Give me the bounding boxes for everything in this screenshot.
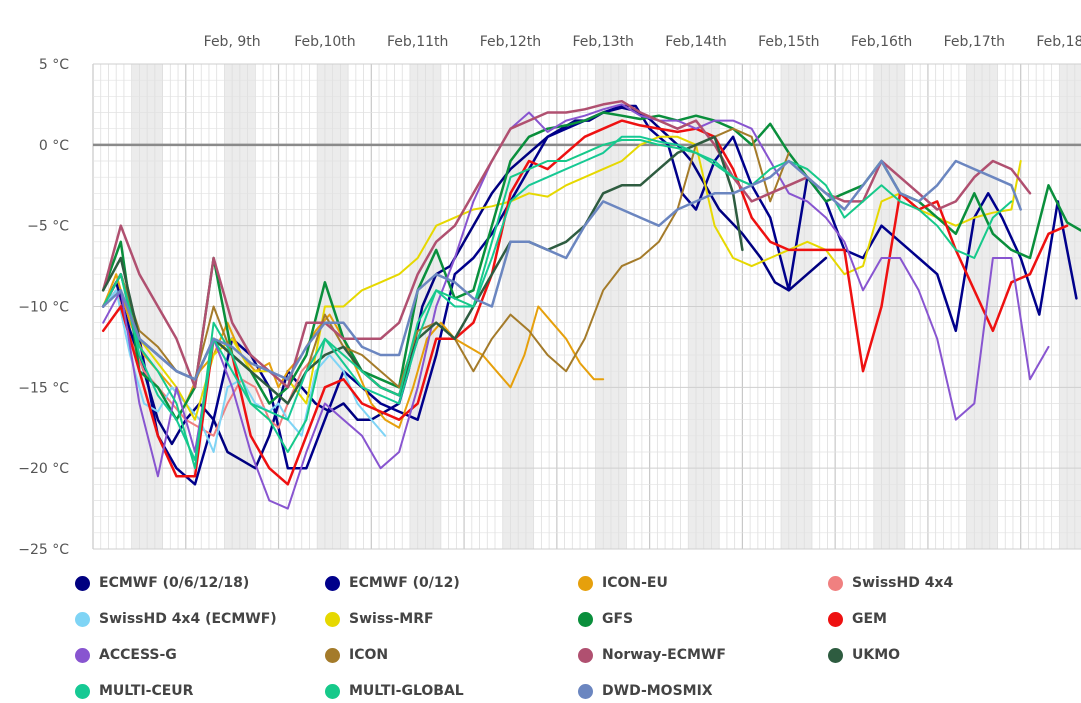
legend-swatch-icon (828, 611, 843, 627)
y-tick-label-4: −15 °C (18, 380, 69, 396)
y-axis-labels: 5 °C 0 °C −5 °C −10 °C −15 °C −20 °C −25 °C (18, 57, 69, 558)
y-tick-label-3: −10 °C (18, 300, 69, 316)
legend-label: UKMO (852, 647, 901, 663)
legend-item-icon-eu[interactable]: ICON-EU (578, 571, 668, 595)
series-lines (101, 99, 1081, 510)
legend-item-multi-ceur[interactable]: MULTI-CEUR (75, 679, 193, 703)
legend-label: ICON (349, 647, 389, 663)
series-line-multi-global (102, 139, 1013, 470)
legend-item-ecmwf-0-6-12-18[interactable]: ECMWF (0/6/12/18) (75, 571, 249, 595)
legend-swatch-icon (325, 683, 340, 699)
series-line-swisshd-4x4 (102, 289, 317, 437)
legend-item-swisshd-4x4-ecmwf[interactable]: SwissHD 4x4 (ECMWF) (75, 607, 277, 631)
legend-swatch-icon (828, 647, 843, 663)
forecast-chart: 5 °C 0 °C −5 °C −10 °C −15 °C −20 °C −25 °C Fe… (18, 34, 1081, 558)
legend-item-dwd-mosmix[interactable]: DWD-MOSMIX (578, 679, 713, 703)
legend-item-ecmwf-0-12[interactable]: ECMWF (0/12) (325, 571, 460, 595)
legend-swatch-icon (75, 575, 90, 591)
legend-swatch-icon (75, 611, 90, 627)
date-label-2: Feb,11th (387, 34, 448, 50)
legend-label: SwissHD 4x4 (ECMWF) (99, 611, 277, 627)
legend-swatch-icon (325, 647, 340, 663)
legend-swatch-icon (325, 611, 340, 627)
legend-item-norway-ecmwf[interactable]: Norway-ECMWF (578, 643, 726, 667)
legend-item-gfs[interactable]: GFS (578, 607, 633, 631)
legend: ECMWF (0/6/12/18) ECMWF (0/12) ICON-EU Swis… (0, 566, 1081, 703)
y-tick-label-1: 0 °C (39, 138, 69, 154)
y-tick-label-6: −25 °C (18, 542, 69, 558)
legend-swatch-icon (325, 575, 340, 591)
date-labels: Feb, 9th Feb,10th Feb,11th Feb,12th Feb,13th… (204, 34, 1081, 50)
date-label-0: Feb, 9th (204, 34, 261, 50)
legend-swatch-icon (75, 683, 90, 699)
legend-swatch-icon (578, 575, 593, 591)
chart-svg: 5 °C 0 °C −5 °C −10 °C −15 °C −20 °C −25 °C Fe… (18, 34, 1081, 558)
legend-label: SwissHD 4x4 (852, 575, 954, 591)
series-line-swiss-mrf (102, 135, 1022, 421)
legend-label: ECMWF (0/12) (349, 575, 460, 591)
date-label-8: Feb,17th (944, 34, 1005, 50)
legend-swatch-icon (75, 647, 90, 663)
series-line-dwd-mosmix (101, 159, 1022, 381)
series-line-multi-ceur (102, 135, 753, 462)
legend-item-swisshd-4x4[interactable]: SwissHD 4x4 (828, 571, 953, 595)
y-tick-label-5: −20 °C (18, 461, 69, 477)
legend-item-access-g[interactable]: ACCESS-G (75, 643, 177, 667)
date-label-3: Feb,12th (480, 34, 541, 50)
legend-swatch-icon (578, 611, 593, 627)
legend-label: DWD-MOSMIX (602, 683, 713, 699)
legend-label: MULTI-CEUR (99, 683, 194, 699)
legend-label: GEM (852, 611, 887, 627)
legend-label: ACCESS-G (99, 647, 177, 663)
legend-label: Norway-ECMWF (602, 647, 726, 663)
date-label-1: Feb,10th (294, 34, 355, 50)
date-label-4: Feb,13th (573, 34, 634, 50)
date-label-5: Feb,14th (665, 34, 726, 50)
legend-label: ECMWF (0/6/12/18) (99, 575, 250, 591)
legend-swatch-icon (578, 647, 593, 663)
legend-label: ICON-EU (602, 575, 668, 591)
series-line-norway-ecmwf (101, 99, 1032, 389)
legend-item-icon[interactable]: ICON (325, 643, 388, 667)
legend-item-gem[interactable]: GEM (828, 607, 887, 631)
legend-item-swiss-mrf[interactable]: Swiss-MRF (325, 607, 434, 631)
legend-label: GFS (602, 611, 634, 627)
date-label-7: Feb,16th (851, 34, 912, 50)
legend-label: MULTI-GLOBAL (349, 683, 464, 699)
date-label-6: Feb,15th (758, 34, 819, 50)
legend-swatch-icon (828, 575, 843, 591)
y-tick-label-2: −5 °C (27, 219, 69, 235)
date-label-9: Feb,18th (1036, 34, 1081, 50)
series-line-gem (101, 119, 1069, 486)
legend-item-ukmo[interactable]: UKMO (828, 643, 900, 667)
series-line-access-g (102, 103, 1050, 510)
y-tick-label-0: 5 °C (39, 57, 69, 73)
legend-swatch-icon (578, 683, 593, 699)
series-line-gfs (101, 111, 1081, 421)
legend-label: Swiss-MRF (349, 611, 434, 627)
legend-item-multi-global[interactable]: MULTI-GLOBAL (325, 679, 464, 703)
